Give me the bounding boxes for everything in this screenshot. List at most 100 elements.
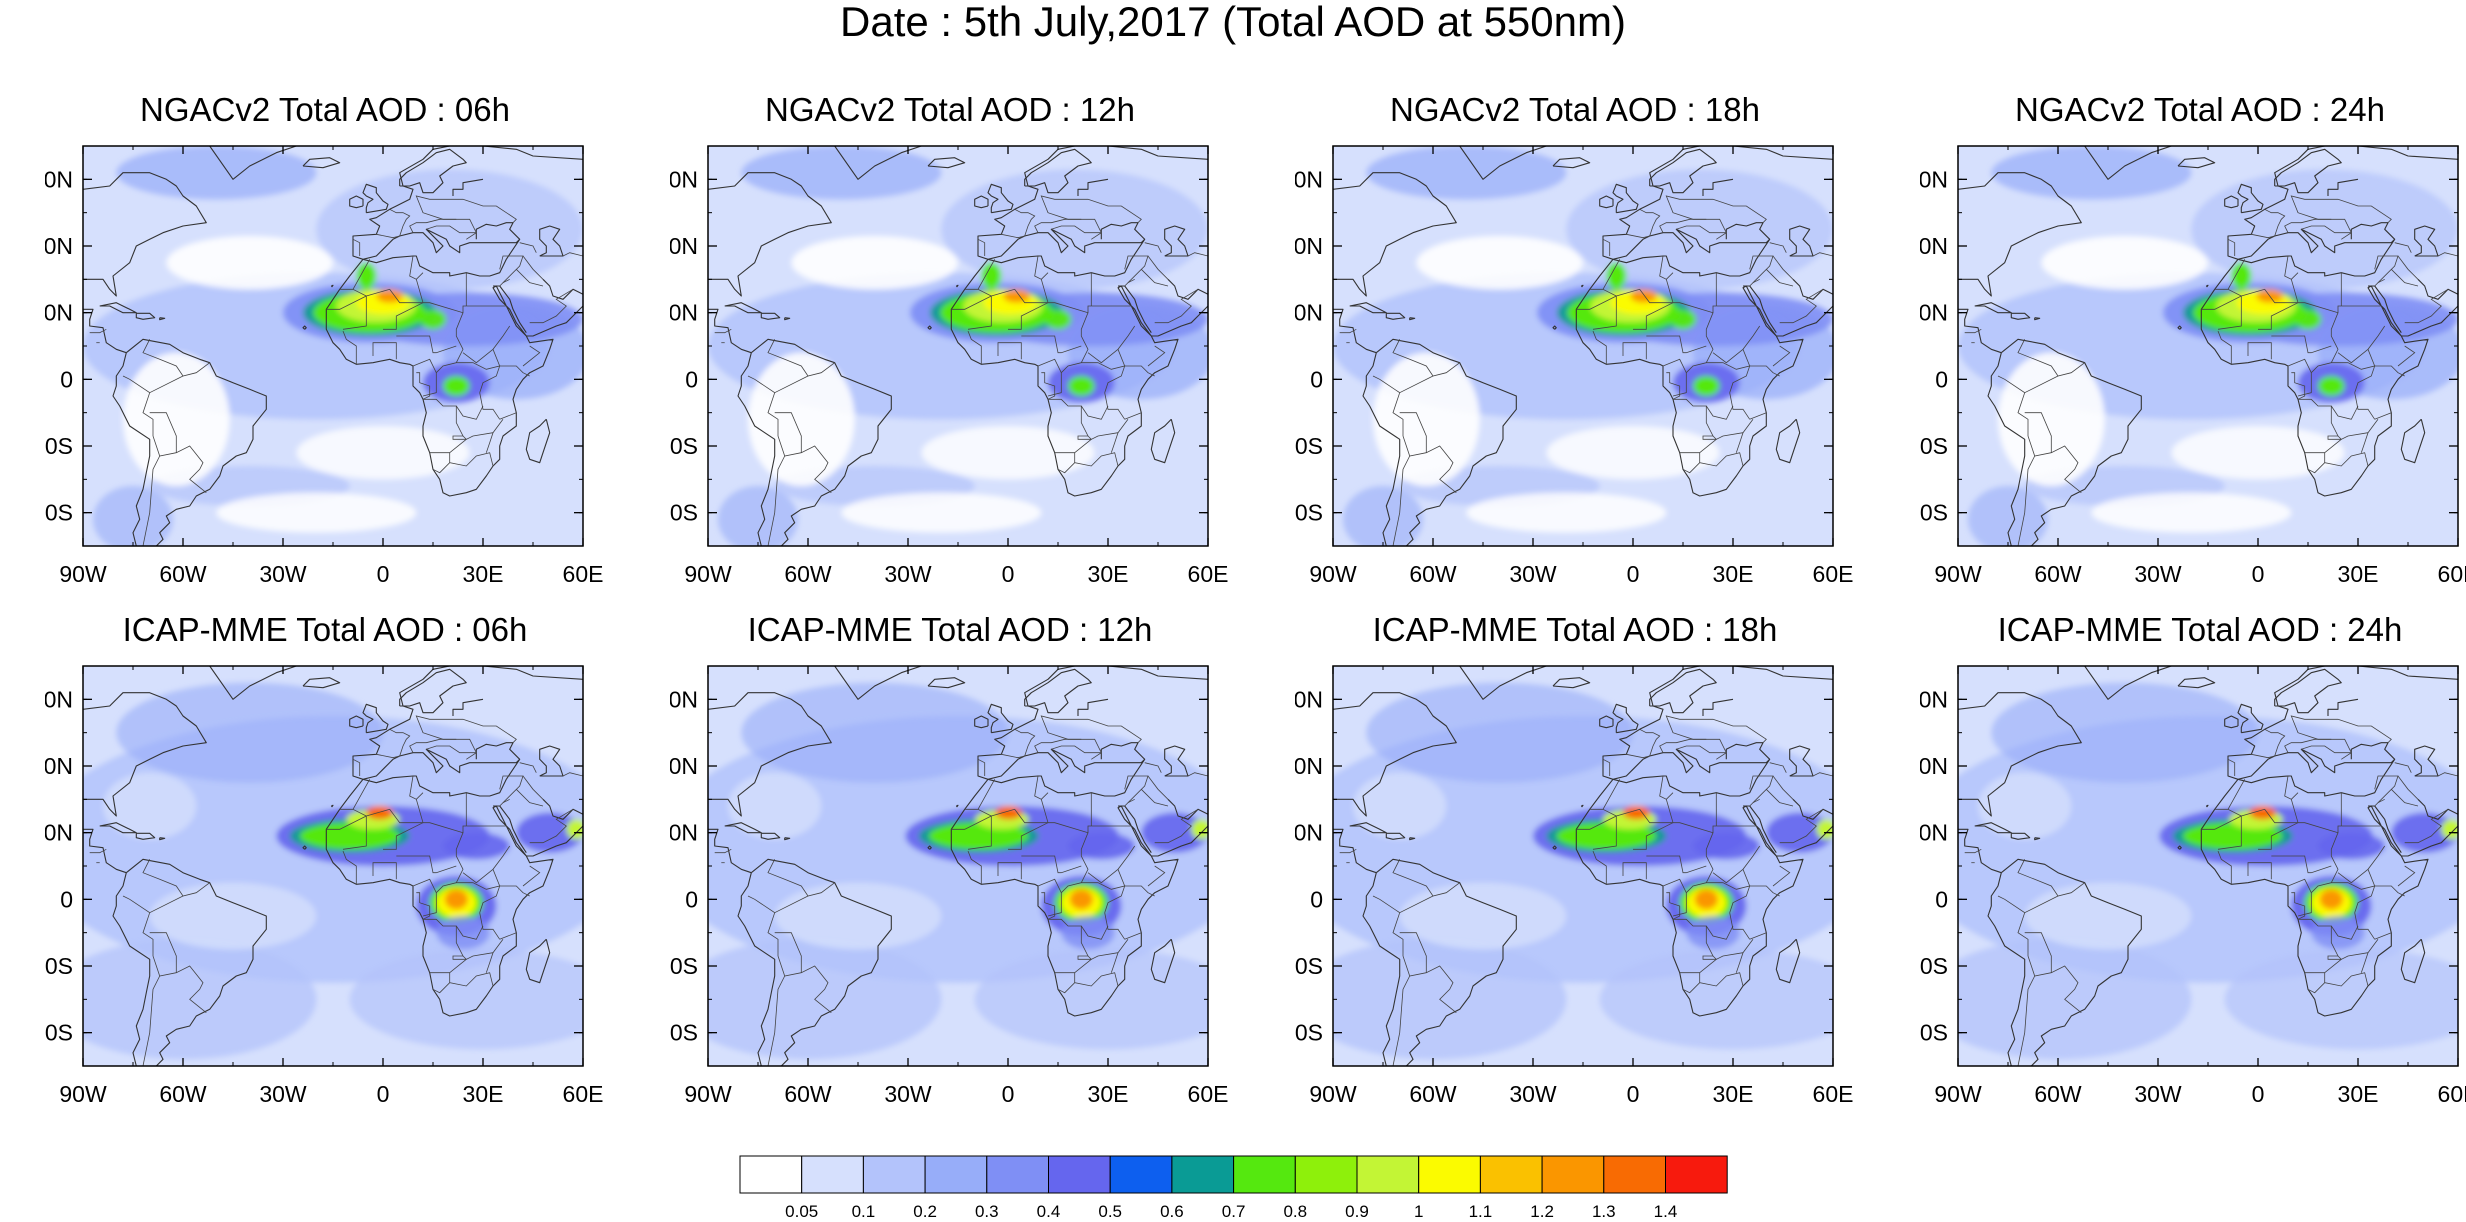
colorbar-level-label: 0.6 — [1160, 1202, 1184, 1221]
lat-tick-label: 60N — [1920, 686, 1948, 712]
country-border — [342, 808, 367, 850]
lon-tick-label: 0 — [1627, 561, 1640, 587]
lon-tick-label: 60W — [1409, 561, 1457, 587]
coastline — [1580, 804, 1584, 808]
country-border — [1699, 955, 1744, 987]
country-border — [2360, 419, 2379, 453]
country-border — [2374, 278, 2385, 287]
lat-tick-label: 40S — [670, 500, 698, 526]
aod-field — [718, 486, 798, 546]
lon-tick-label: 60W — [159, 1081, 207, 1107]
coastline — [362, 183, 389, 214]
map-panel: NGACv2 Total AOD : 12h 90W 60W 30W 0 30E 60E 60… — [670, 92, 1230, 592]
coastline — [927, 157, 966, 169]
lon-tick-label: 60W — [784, 561, 832, 587]
panel-title: NGACv2 Total AOD : 06h — [140, 91, 510, 128]
lat-tick-label: 20S — [45, 433, 73, 459]
coastline — [1333, 828, 1377, 874]
country-border — [409, 775, 424, 823]
country-border — [2217, 850, 2232, 885]
coastline — [1375, 338, 1517, 546]
country-border — [2027, 435, 2082, 494]
country-border — [1633, 302, 1674, 330]
coastline — [125, 338, 267, 546]
country-border — [2330, 925, 2359, 940]
aod-field — [1333, 939, 1567, 1060]
country-border — [383, 822, 424, 850]
country-border — [2284, 218, 2332, 233]
coastline — [1024, 668, 1092, 714]
country-border — [499, 775, 524, 803]
coastline — [1333, 172, 1457, 297]
coastline — [208, 146, 299, 180]
country-border — [1666, 272, 1674, 280]
aod-field — [841, 492, 1042, 533]
coastline — [1775, 938, 1801, 984]
country-border — [2017, 339, 2085, 377]
aod-field — [1686, 916, 1740, 950]
country-border — [339, 779, 371, 810]
coastline — [955, 804, 959, 808]
country-border — [1047, 892, 1062, 917]
panel-title: ICAP-MME Total AOD : 24h — [1997, 611, 2403, 648]
country-border — [1034, 218, 1082, 233]
coastline — [950, 666, 1208, 1017]
country-border — [2217, 808, 2242, 850]
lat-tick-label: 0 — [1935, 886, 1948, 912]
coastline — [1987, 872, 2026, 1066]
country-border — [1124, 798, 1135, 807]
aod-field — [349, 949, 583, 1050]
country-border — [1712, 325, 1761, 364]
aod-field — [1343, 486, 1423, 546]
country-border — [529, 808, 574, 844]
country-border — [1749, 412, 1767, 420]
country-border — [449, 955, 494, 987]
aod-field — [741, 146, 942, 200]
country-border — [492, 869, 530, 897]
country-border — [1964, 848, 1982, 854]
country-border — [1034, 255, 1049, 303]
lat-tick-label: 40N — [45, 753, 73, 779]
country-border — [1665, 715, 1767, 760]
lat-tick-label: 40S — [670, 1020, 698, 1046]
country-border — [455, 312, 464, 363]
country-border — [1592, 288, 1617, 330]
country-border — [1141, 269, 1169, 287]
colorbar-swatch — [1294, 1155, 1358, 1194]
aod-field — [1399, 882, 1567, 950]
coastline — [2400, 938, 2426, 984]
aod-field — [981, 262, 1002, 290]
coastline — [1458, 666, 1549, 700]
lat-tick-label: 20N — [1295, 820, 1323, 846]
coastline — [1612, 183, 1639, 214]
coastline — [83, 692, 207, 817]
colorbar-level-label: 0.05 — [785, 1202, 818, 1221]
lon-tick-label: 30E — [463, 1081, 504, 1107]
lat-tick-label: 40N — [1295, 233, 1323, 259]
country-border — [2337, 845, 2386, 884]
coastline — [1077, 178, 1109, 196]
lon-tick-label: 0 — [2252, 1081, 2265, 1107]
lon-tick-label: 0 — [1627, 1081, 1640, 1107]
country-border — [1147, 345, 1166, 367]
aod-field — [1191, 819, 1208, 840]
country-border — [1087, 845, 1136, 884]
lon-tick-label: 90W — [59, 561, 107, 587]
coastline — [1150, 418, 1176, 464]
country-border — [432, 462, 450, 474]
aod-field — [103, 772, 197, 840]
coastline — [1118, 285, 1152, 334]
aod-field — [1003, 289, 1030, 303]
country-border — [1372, 895, 1404, 956]
country-border — [2394, 762, 2412, 773]
coastline — [349, 195, 364, 209]
lon-tick-label: 30W — [884, 1081, 932, 1107]
country-border — [997, 862, 1022, 880]
aod-field — [974, 949, 1208, 1050]
country-border — [142, 455, 161, 546]
country-border — [409, 738, 457, 753]
colorbar-level-label: 1.1 — [1469, 1202, 1493, 1221]
country-border — [492, 349, 530, 377]
coastline — [399, 668, 467, 714]
coastline — [1552, 677, 1591, 689]
